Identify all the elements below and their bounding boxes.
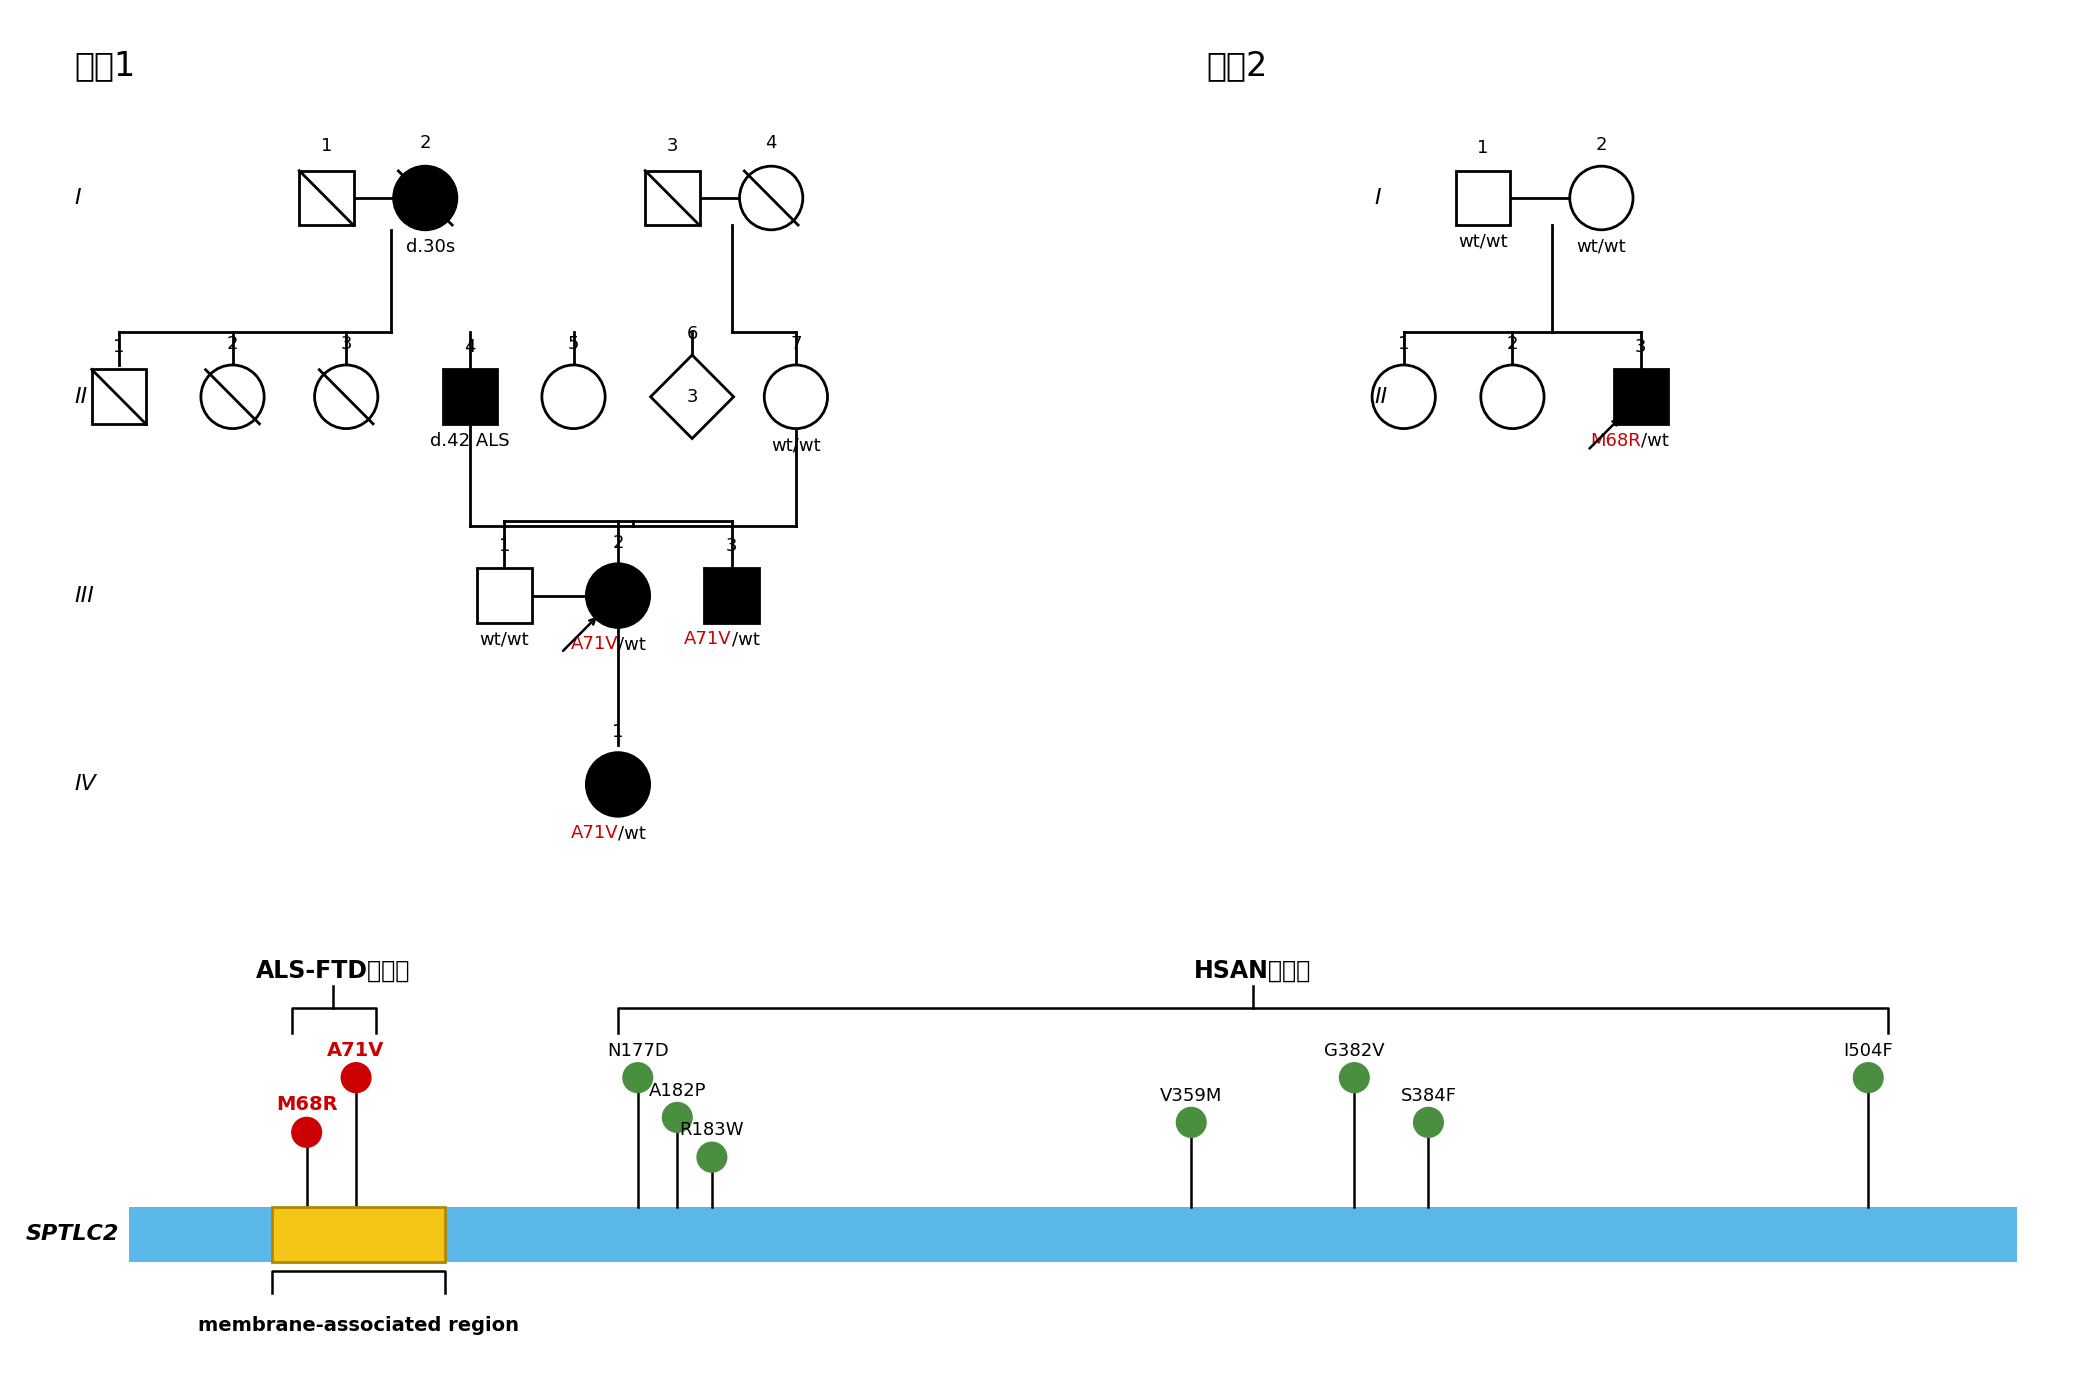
- Text: I: I: [1374, 188, 1380, 208]
- Text: II: II: [1374, 386, 1388, 407]
- Bar: [704, 569, 758, 623]
- Bar: [478, 569, 532, 623]
- Text: III: III: [75, 585, 94, 606]
- Ellipse shape: [202, 365, 264, 429]
- Text: /wt: /wt: [617, 635, 646, 653]
- Ellipse shape: [586, 753, 650, 817]
- Text: wt/wt: wt/wt: [480, 630, 530, 648]
- Text: 1: 1: [613, 722, 623, 740]
- Ellipse shape: [765, 365, 827, 429]
- Bar: [91, 370, 145, 424]
- Text: 1: 1: [1477, 140, 1488, 158]
- Circle shape: [1176, 1107, 1205, 1138]
- Text: G382V: G382V: [1324, 1042, 1384, 1060]
- Text: 3: 3: [667, 137, 677, 155]
- Text: 家系1: 家系1: [75, 48, 135, 82]
- Text: 3: 3: [1635, 338, 1646, 356]
- Text: /wt: /wt: [731, 630, 761, 648]
- Text: 1: 1: [112, 338, 125, 356]
- Circle shape: [1340, 1063, 1369, 1092]
- Text: 5: 5: [567, 335, 580, 353]
- Circle shape: [663, 1103, 692, 1132]
- Bar: [1455, 170, 1511, 226]
- Bar: [1615, 370, 1669, 424]
- Circle shape: [1413, 1107, 1444, 1138]
- Text: M68R: M68R: [1590, 432, 1642, 450]
- Text: 2: 2: [613, 534, 623, 552]
- Text: 1: 1: [320, 137, 332, 155]
- Text: II: II: [75, 386, 87, 407]
- Text: 3: 3: [686, 388, 698, 406]
- Bar: [299, 170, 353, 226]
- Circle shape: [623, 1063, 652, 1092]
- Text: IV: IV: [75, 775, 96, 794]
- Text: membrane-associated region: membrane-associated region: [197, 1316, 520, 1336]
- Circle shape: [291, 1117, 322, 1147]
- Bar: [272, 1207, 445, 1262]
- Ellipse shape: [542, 365, 605, 429]
- Text: A71V: A71V: [684, 630, 731, 648]
- Text: M68R: M68R: [276, 1096, 337, 1114]
- Text: /wt: /wt: [1642, 432, 1669, 450]
- Text: A71V: A71V: [328, 1041, 384, 1060]
- Text: R183W: R183W: [680, 1121, 744, 1139]
- Text: wt/wt: wt/wt: [771, 436, 821, 454]
- Text: 3: 3: [341, 335, 351, 353]
- Text: HSANの変異: HSANの変異: [1195, 959, 1311, 983]
- Text: wt/wt: wt/wt: [1577, 238, 1627, 256]
- Text: A71V: A71V: [569, 825, 617, 843]
- Ellipse shape: [740, 166, 802, 230]
- Text: 7: 7: [790, 335, 802, 353]
- Text: V359M: V359M: [1160, 1086, 1222, 1104]
- Text: 3: 3: [725, 537, 738, 555]
- Text: 1: 1: [1398, 335, 1409, 353]
- Circle shape: [696, 1142, 727, 1172]
- Text: d.30s: d.30s: [405, 238, 455, 256]
- Text: A182P: A182P: [648, 1081, 707, 1099]
- Ellipse shape: [1371, 365, 1436, 429]
- Text: 1: 1: [499, 537, 509, 555]
- Text: 2: 2: [227, 335, 239, 353]
- Text: 4: 4: [463, 338, 476, 356]
- Text: wt/wt: wt/wt: [1459, 233, 1509, 251]
- Text: 2: 2: [1507, 335, 1519, 353]
- Ellipse shape: [393, 166, 457, 230]
- Circle shape: [1854, 1063, 1883, 1092]
- Ellipse shape: [1482, 365, 1544, 429]
- Ellipse shape: [586, 563, 650, 627]
- Text: A71V: A71V: [569, 635, 617, 653]
- Text: 家系2: 家系2: [1205, 48, 1268, 82]
- Bar: [129, 1207, 2016, 1262]
- Ellipse shape: [1569, 166, 1633, 230]
- Text: ALS-FTDの変異: ALS-FTDの変異: [256, 959, 411, 983]
- Text: I504F: I504F: [1843, 1042, 1893, 1060]
- Text: 2: 2: [420, 134, 430, 152]
- Polygon shape: [650, 356, 734, 439]
- Text: I: I: [75, 188, 81, 208]
- Text: N177D: N177D: [607, 1042, 669, 1060]
- Ellipse shape: [314, 365, 378, 429]
- Bar: [443, 370, 497, 424]
- Text: SPTLC2: SPTLC2: [25, 1223, 118, 1244]
- Text: d.42 ALS: d.42 ALS: [430, 432, 509, 450]
- Bar: [644, 170, 700, 226]
- Circle shape: [341, 1063, 370, 1092]
- Text: S384F: S384F: [1401, 1086, 1457, 1104]
- Text: 6: 6: [686, 325, 698, 343]
- Text: 4: 4: [765, 134, 777, 152]
- Text: 2: 2: [1596, 136, 1606, 154]
- Text: /wt: /wt: [617, 825, 646, 843]
